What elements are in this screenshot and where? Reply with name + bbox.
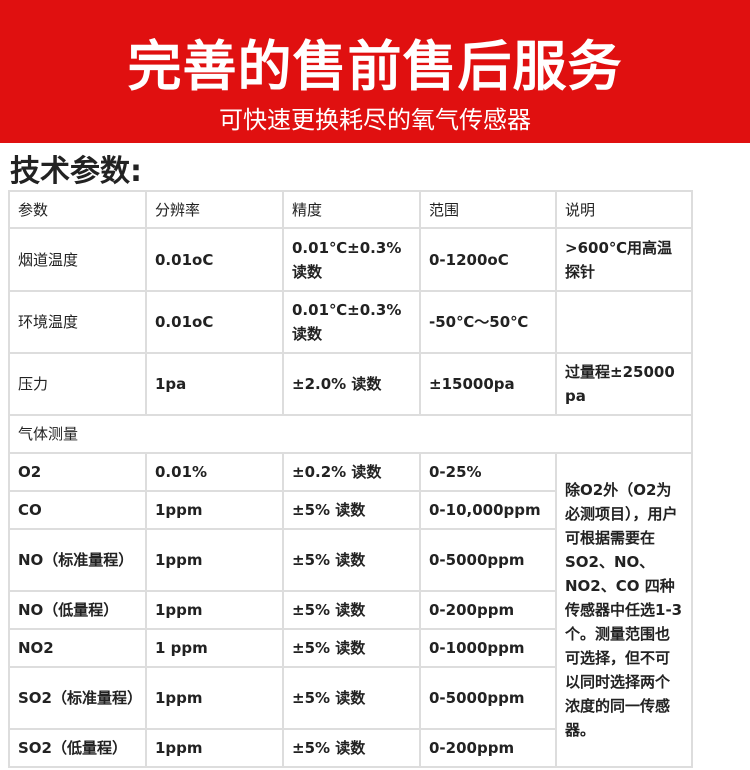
cell: ±15000pa: [419, 352, 557, 416]
cell: 0.01℃±0.3% 读数: [282, 227, 421, 292]
cell: ±0.2% 读数: [282, 452, 421, 492]
cell: SO2（标准量程）: [8, 666, 147, 730]
cell: NO（低量程）: [8, 590, 147, 630]
cell: O2: [8, 452, 147, 492]
cell: CO: [8, 490, 147, 530]
cell: NO（标准量程）: [8, 528, 147, 592]
cell: 1pa: [145, 352, 284, 416]
cell: 0-200ppm: [419, 590, 557, 630]
section-label: 气体测量: [8, 414, 693, 454]
header-cell: 范围: [419, 190, 557, 229]
cell: SO2（低量程）: [8, 728, 147, 768]
table-row: 压力 1pa ±2.0% 读数 ±15000pa 过量程±25000 pa: [8, 352, 693, 416]
cell: -50℃～50℃: [419, 290, 557, 354]
banner-title: 完善的售前售后服务: [127, 35, 623, 98]
cell: [555, 290, 693, 354]
cell: ±5% 读数: [282, 590, 421, 630]
cell: 烟道温度: [8, 227, 147, 292]
table-row: NO（低量程） 1ppm ±5% 读数 0-200ppm: [8, 590, 692, 630]
cell: 0.01oC: [145, 227, 284, 292]
table-row: NO（标准量程） 1ppm ±5% 读数 0-5000ppm: [8, 528, 692, 592]
cell: 0-10,000ppm: [419, 490, 557, 530]
cell: 1ppm: [145, 728, 284, 768]
table-row: CO 1ppm ±5% 读数 0-10,000ppm: [8, 490, 692, 530]
table-row: 环境温度 0.01oC 0.01℃±0.3% 读数 -50℃～50℃: [8, 290, 693, 354]
cell: ±2.0% 读数: [282, 352, 421, 416]
cell: ±5% 读数: [282, 528, 421, 592]
banner: 完善的售前售后服务 可快速更换耗尽的氧气传感器: [0, 0, 750, 143]
header-cell: 精度: [282, 190, 421, 229]
cell: 1 ppm: [145, 628, 284, 668]
header-cell: 分辨率: [145, 190, 284, 229]
table-row: O2 0.01% ±0.2% 读数 0-25% 除O2外（O2为必测项目），用户…: [8, 452, 693, 768]
cell: 压力: [8, 352, 147, 416]
table-header-row: 参数 分辨率 精度 范围 说明: [8, 190, 693, 229]
cell: 0-25%: [419, 452, 557, 492]
cell: 0-5000ppm: [419, 666, 557, 730]
cell: 0.01%: [145, 452, 284, 492]
cell: NO2: [8, 628, 147, 668]
cell: ±5% 读数: [282, 728, 421, 768]
table-row: SO2（标准量程） 1ppm ±5% 读数 0-5000ppm: [8, 666, 692, 730]
section-row: 气体测量: [8, 414, 693, 454]
cell: 1ppm: [145, 528, 284, 592]
banner-subtitle: 可快速更换耗尽的氧气传感器: [219, 106, 531, 134]
table-row: SO2（低量程） 1ppm ±5% 读数 0-200ppm: [8, 728, 692, 768]
cell: 1ppm: [145, 590, 284, 630]
spec-table: 参数 分辨率 精度 范围 说明 烟道温度 0.01oC 0.01℃±0.3% 读…: [8, 190, 693, 768]
cell: 1ppm: [145, 490, 284, 530]
header-cell: 说明: [555, 190, 693, 229]
cell: ±5% 读数: [282, 666, 421, 730]
cell: 0-200ppm: [419, 728, 557, 768]
table-row: 烟道温度 0.01oC 0.01℃±0.3% 读数 0-1200oC >600℃…: [8, 227, 693, 292]
cell: 0-5000ppm: [419, 528, 557, 592]
cell: 0-1000ppm: [419, 628, 557, 668]
section-heading: 技术参数:: [10, 154, 142, 189]
cell: 1ppm: [145, 666, 284, 730]
cell: ±5% 读数: [282, 490, 421, 530]
cell: 0-1200oC: [419, 227, 557, 292]
cell: >600℃用高温探针: [555, 227, 693, 292]
cell: 过量程±25000 pa: [555, 352, 693, 416]
cell: 0.01℃±0.3% 读数: [282, 290, 421, 354]
cell: 环境温度: [8, 290, 147, 354]
cell: ±5% 读数: [282, 628, 421, 668]
table-row: NO2 1 ppm ±5% 读数 0-1000ppm: [8, 628, 692, 668]
header-cell: 参数: [8, 190, 147, 229]
gas-note: 除O2外（O2为必测项目），用户可根据需要在 SO2、NO、NO2、CO 四种传…: [555, 452, 693, 768]
cell: 0.01oC: [145, 290, 284, 354]
